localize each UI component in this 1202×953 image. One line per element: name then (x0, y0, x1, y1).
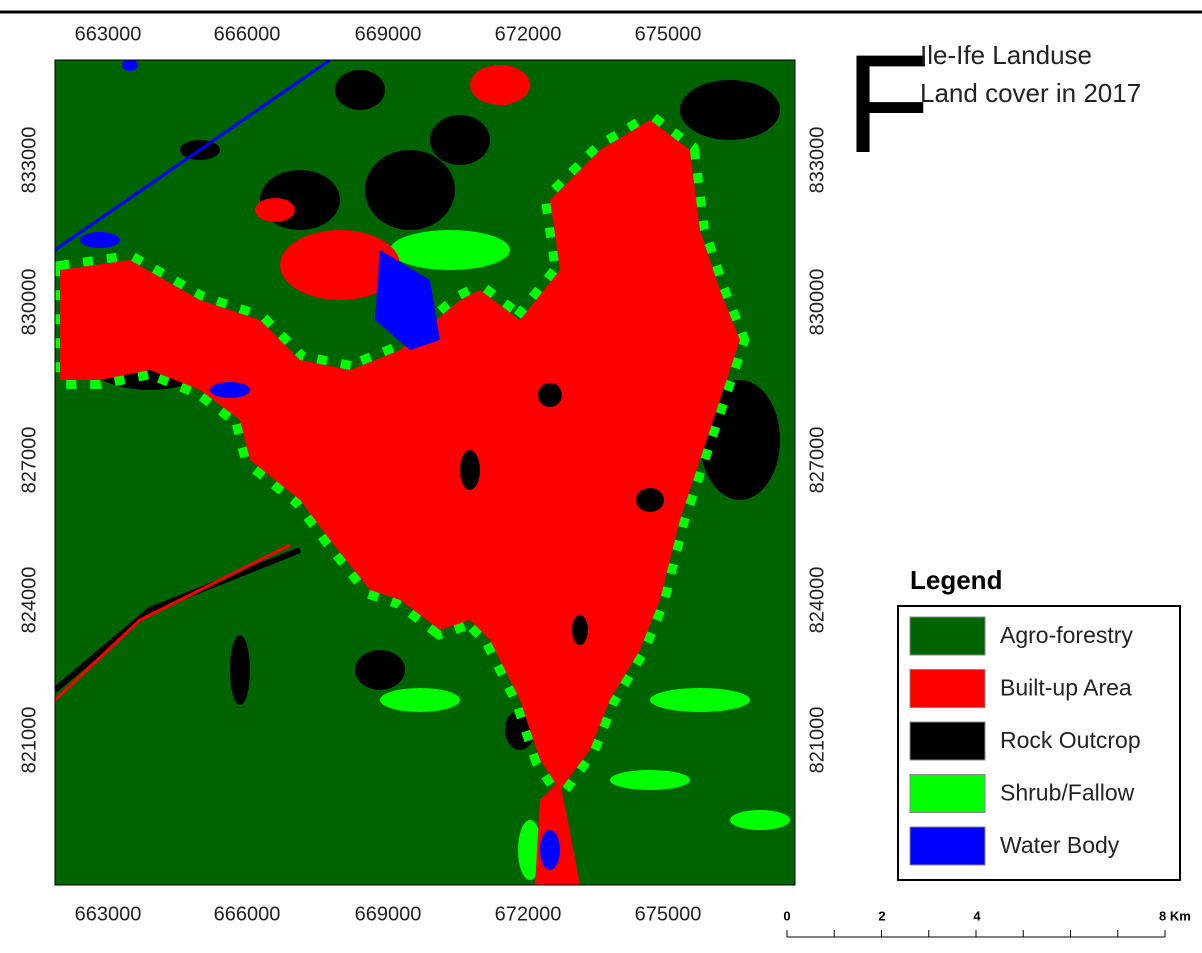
x-coordinate-label: 669000 (355, 23, 422, 45)
land-patch (680, 80, 780, 140)
land-patch (390, 230, 510, 270)
legend-swatch (910, 617, 985, 655)
y-coordinate-label: 827000 (18, 427, 40, 494)
y-coordinate-label: 824000 (806, 567, 828, 634)
x-coordinate-label: 672000 (495, 903, 562, 925)
legend-label: Rock Outcrop (1000, 727, 1141, 753)
legend-label: Built-up Area (1000, 675, 1132, 701)
x-coordinate-label: 663000 (75, 903, 142, 925)
land-patch (230, 635, 250, 705)
legend-title: Legend (910, 565, 1002, 595)
land-patch (460, 450, 480, 490)
legend-label: Agro-forestry (1000, 622, 1133, 648)
legend-label: Water Body (1000, 832, 1120, 858)
scale-label: 0 (783, 908, 790, 923)
legend-swatch (910, 670, 985, 708)
land-patch (380, 688, 460, 712)
legend-label: Shrub/Fallow (1000, 780, 1135, 806)
x-coordinate-label: 672000 (495, 23, 562, 45)
scale-label: 8 Km (1159, 908, 1191, 923)
panel-letter: F (845, 25, 931, 182)
x-coordinate-label: 675000 (635, 23, 702, 45)
land-patch (610, 770, 690, 790)
y-coordinate-label: 821000 (806, 707, 828, 774)
legend-swatch (910, 722, 985, 760)
x-coordinate-label: 669000 (355, 903, 422, 925)
x-coordinate-label: 666000 (214, 23, 281, 45)
y-coordinate-label: 833000 (18, 127, 40, 194)
legend-swatch (910, 775, 985, 813)
land-cover-map (55, 59, 795, 885)
land-patch (430, 115, 490, 165)
land-patch (730, 810, 790, 830)
y-coordinate-label: 821000 (18, 707, 40, 774)
y-coordinate-label: 833000 (806, 127, 828, 194)
x-coordinate-label: 663000 (75, 23, 142, 45)
x-coordinate-label: 666000 (214, 903, 281, 925)
map-figure: F Ile-Ife Landuse Land cover in 2017 Leg… (0, 0, 1202, 953)
land-patch (255, 198, 295, 222)
land-patch (335, 70, 385, 110)
title-line: Ile-Ife Landuse (920, 40, 1092, 70)
scale-label: 4 (973, 908, 981, 923)
land-patch (122, 59, 138, 71)
land-patch (210, 382, 250, 398)
land-patch (538, 383, 562, 407)
land-patch (470, 65, 530, 105)
legend-swatch (910, 827, 985, 865)
y-coordinate-label: 830000 (806, 269, 828, 336)
land-patch (572, 615, 588, 645)
land-patch (636, 488, 664, 512)
land-patch (80, 232, 120, 248)
land-patch (650, 688, 750, 712)
land-patch (540, 830, 560, 870)
y-coordinate-label: 827000 (806, 427, 828, 494)
x-coordinate-label: 675000 (635, 903, 702, 925)
y-coordinate-label: 824000 (18, 567, 40, 634)
title-line: Land cover in 2017 (920, 78, 1141, 108)
scale-label: 2 (878, 908, 885, 923)
land-patch (355, 650, 405, 690)
y-coordinate-label: 830000 (18, 269, 40, 336)
land-patch (365, 150, 455, 230)
